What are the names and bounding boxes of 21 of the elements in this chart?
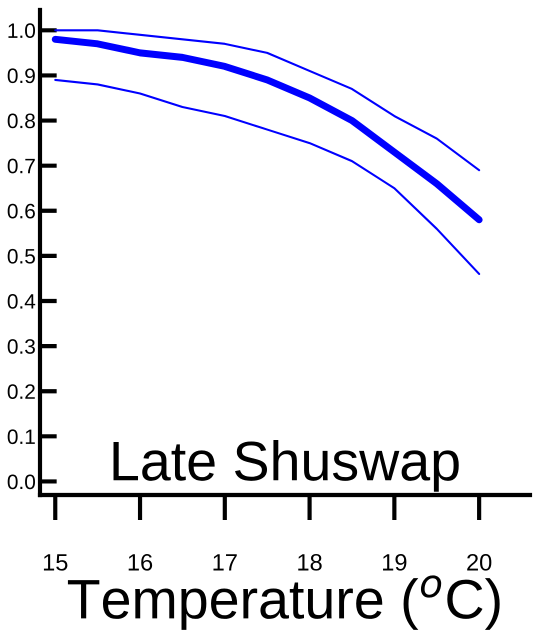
y-tick-label: 0.8 (8, 114, 35, 128)
x-tick-label: 18 (298, 554, 322, 571)
y-tick-label: 1.0 (8, 23, 36, 38)
y-tick-label: 0.4 (8, 294, 36, 309)
line-series (54, 29, 480, 172)
y-tick-label: 0.3 (8, 339, 35, 354)
y-tick-label: 0.7 (8, 158, 35, 174)
x-tick-label: 17 (213, 554, 237, 570)
y-tick-label: 0.0 (8, 474, 36, 490)
x-tick-label: 19 (383, 554, 406, 571)
x-axis-title: Temperature ($^{o}$C) (68, 575, 500, 630)
y-tick-label: 0.2 (8, 384, 35, 399)
x-tick-label: 20 (467, 554, 492, 571)
y-tick-label: 0.5 (8, 248, 35, 264)
y-tick-label: 0.9 (8, 68, 35, 84)
line-series (54, 78, 480, 275)
y-tick-label: 0.1 (8, 429, 35, 444)
x-tick-label: 15 (44, 554, 68, 571)
y-tick-label: 0.6 (8, 204, 35, 219)
x-tick-label: 16 (128, 554, 152, 571)
annotation: Late Shuswap (114, 440, 459, 492)
